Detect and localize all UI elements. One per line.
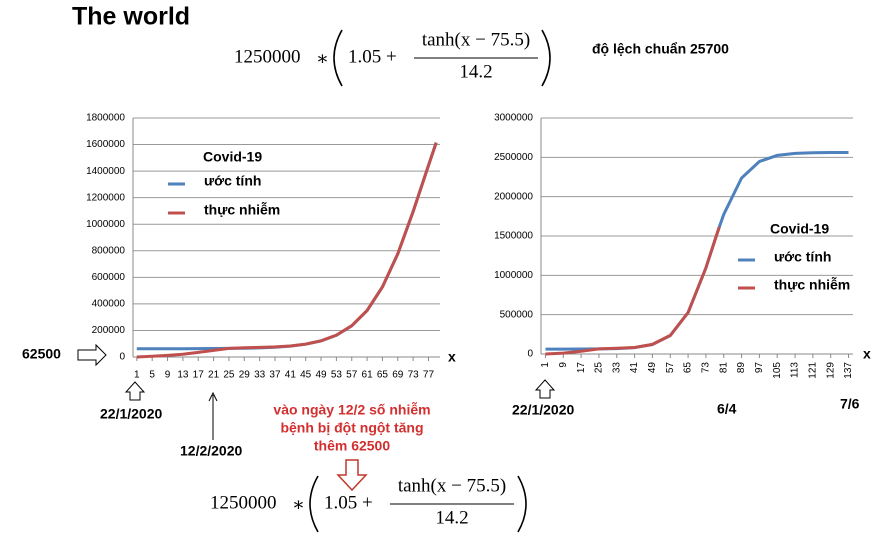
arrow: [124, 381, 146, 401]
y-tick-label: 2000000: [494, 191, 533, 202]
y-tick-label: 800000: [92, 245, 126, 256]
y-tick-label: 0: [527, 349, 533, 360]
arrow: [208, 391, 218, 440]
x-tick-label: 49: [315, 370, 327, 381]
x-tick-label: 5: [149, 370, 155, 381]
y-tick-label: 0: [119, 352, 125, 363]
x-tick-label: 41: [629, 362, 640, 374]
x-tick-label: 89: [736, 362, 747, 374]
x-tick-label: 17: [193, 370, 205, 381]
legend-title: Covid-19: [770, 221, 829, 237]
x-tick-label: 45: [300, 370, 312, 381]
x-tick-label: 57: [346, 370, 358, 381]
legend-label: ước tính: [774, 249, 831, 265]
formula-op: ∗: [292, 494, 305, 515]
formula-coef: 1250000: [210, 492, 277, 513]
y-tick-label: 1000000: [86, 219, 125, 230]
arrow: [336, 459, 368, 492]
x-tick-label: 41: [285, 370, 297, 381]
paren: [333, 29, 343, 87]
note: vào ngày 12/2 số nhiễm: [273, 402, 430, 418]
x-tick-label: 29: [239, 370, 251, 381]
annotation: 12/2/2020: [180, 443, 242, 459]
x-tick-label: 113: [790, 362, 801, 378]
y-tick-label: 1600000: [86, 139, 125, 150]
x-tick-label: 129: [825, 362, 836, 379]
x-tick-label: 1: [540, 362, 551, 368]
x-tick-label: 61: [362, 370, 374, 381]
annotation: 62500: [22, 346, 61, 362]
std-note: độ lệch chuẩn 25700: [592, 41, 729, 57]
series-line: [545, 226, 721, 356]
note: bệnh bị đột ngột tăng: [280, 420, 423, 436]
formula-op: ∗: [316, 48, 329, 69]
formula-a: 1.05 +: [324, 492, 373, 513]
x-tick-label: 65: [683, 362, 694, 374]
formula-bottom: 1250000 ∗ 1.05 + tanh(x − 75.5) 14.2: [210, 475, 527, 533]
paren: [517, 475, 527, 533]
x-tick-label: 121: [808, 362, 819, 379]
x-tick-label: 9: [165, 370, 171, 381]
paren: [309, 475, 319, 533]
formula-num: tanh(x − 75.5): [422, 29, 530, 50]
x-tick-label: 17: [576, 362, 587, 374]
x-tick-label: 65: [377, 370, 389, 381]
x-axis-label: x: [863, 346, 871, 362]
paren: [541, 29, 551, 87]
series-line: [136, 142, 438, 359]
y-tick-label: 2500000: [494, 152, 533, 163]
y-tick-label: 1400000: [86, 166, 125, 177]
y-tick-label: 3000000: [494, 113, 533, 124]
formula-num: tanh(x − 75.5): [398, 475, 506, 496]
y-tick-label: 1000000: [494, 270, 533, 281]
x-tick-label: 137: [843, 362, 854, 379]
x-tick-label: 49: [647, 362, 658, 374]
x-tick-label: 33: [254, 370, 266, 381]
y-tick-label: 200000: [92, 325, 126, 336]
y-tick-label: 600000: [92, 272, 126, 283]
x-tick-label: 77: [423, 370, 435, 381]
page-title: The world: [72, 3, 190, 31]
arrow: [77, 343, 107, 367]
legend-label: ước tính: [204, 173, 261, 189]
annotation: 22/1/2020: [512, 402, 574, 418]
x-tick-label: 105: [772, 362, 783, 379]
legend-label: thực nhiễm: [204, 202, 280, 218]
x-tick-label: 53: [331, 370, 343, 381]
series-line: [136, 142, 438, 351]
formula-a: 1.05 +: [348, 46, 397, 67]
y-tick-label: 1500000: [494, 231, 533, 242]
x-axis-label: x: [448, 349, 456, 365]
annotation: 22/1/2020: [100, 406, 162, 422]
annotation: 7/6: [840, 396, 860, 412]
x-tick-label: 81: [718, 362, 729, 374]
x-tick-label: 25: [594, 362, 605, 374]
y-tick-label: 400000: [92, 299, 126, 310]
x-tick-label: 73: [408, 370, 420, 381]
y-tick-label: 1800000: [86, 113, 125, 124]
note: thêm 62500: [314, 438, 390, 454]
x-tick-label: 21: [208, 370, 220, 381]
formula-den: 14.2: [435, 507, 468, 528]
x-tick-label: 73: [701, 362, 712, 374]
x-tick-label: 97: [754, 362, 765, 374]
legend-title: Covid-19: [203, 149, 262, 165]
y-tick-label: 1200000: [86, 192, 125, 203]
y-tick-label: 500000: [500, 309, 534, 320]
formula-den: 14.2: [459, 61, 492, 82]
legend-label: thực nhiễm: [774, 277, 850, 293]
x-tick-label: 13: [177, 370, 189, 381]
x-tick-label: 37: [269, 370, 281, 381]
annotation: 6/4: [717, 401, 737, 417]
arrow: [534, 379, 556, 399]
x-tick-label: 33: [611, 362, 622, 374]
x-tick-label: 25: [223, 370, 235, 381]
x-tick-label: 1: [134, 370, 140, 381]
formula-coef: 1250000: [234, 46, 301, 67]
formula-top: 1250000 ∗ 1.05 + tanh(x − 75.5) 14.2: [234, 29, 551, 87]
x-tick-label: 9: [558, 362, 569, 368]
x-tick-label: 57: [665, 362, 676, 374]
x-tick-label: 69: [392, 370, 404, 381]
